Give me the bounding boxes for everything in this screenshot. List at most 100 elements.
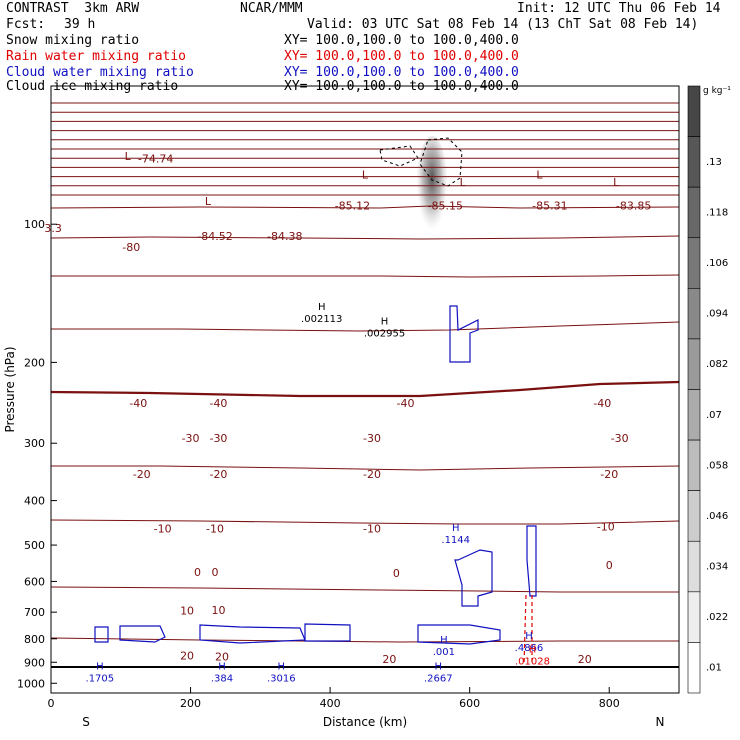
isotherm-label-20: -20 [600, 468, 618, 481]
maximum-value-8: .3016 [267, 674, 296, 685]
colorbar-swatch-9 [687, 540, 701, 593]
cloud-water-contour-1 [454, 549, 493, 607]
colorbar-swatch-3 [687, 237, 701, 289]
x-tick-label-4: 800 [599, 697, 620, 710]
colorbar-swatch-5 [687, 338, 701, 390]
colorbar-label-9: .022 [706, 612, 728, 623]
y-tick-label-4: 500 [24, 539, 45, 552]
isotherm-label-12: -40 [593, 397, 611, 410]
maximum-value-7: .384 [211, 674, 233, 685]
low-marker-5: L [613, 176, 620, 189]
axes: 0 200 400 600 800100200300400500600700800900… [3, 85, 680, 729]
x-tick-label-3: 600 [459, 697, 480, 710]
colorbar-label-6: .058 [706, 460, 728, 471]
isotherm-label-15: -30 [363, 432, 381, 445]
isotherm-label-13: -30 [182, 432, 200, 445]
y-tick-label-0: 100 [24, 218, 45, 231]
maximum-value-2: .1144 [441, 535, 470, 546]
isotherm-line-17 [50, 519, 680, 525]
isotherm-label-16: -30 [611, 432, 629, 445]
init-time: Init: 12 UTC Thu 06 Feb 14 [517, 1, 721, 16]
maximum-marker-1: H [381, 316, 389, 327]
isotherm-label-22: -10 [206, 522, 224, 535]
low-marker-4: L [536, 169, 543, 182]
isotherm-label-19: -20 [363, 468, 381, 481]
isotherm-label-34: 20 [578, 653, 592, 666]
maximum-marker-3: H [440, 635, 448, 646]
field-xy-rain: XY= 100.0,100.0 to 100.0,400.0 [284, 49, 519, 64]
colorbar-swatch-0 [687, 85, 701, 137]
isotherm-label-2: -80 [122, 241, 140, 254]
maximum-value-6: .1705 [86, 674, 115, 685]
isotherm-label-0: -74.74 [138, 153, 173, 166]
field-xy-snow: XY= 100.0,100.0 to 100.0,400.0 [284, 33, 519, 48]
field-xy-cloud-water: XY= 100.0,100.0 to 100.0,400.0 [284, 65, 519, 80]
colorbar: g kg⁻¹ .13 .118 .106 .094 .082 .07 .058 .046 .034… [687, 85, 731, 694]
colorbar-swatch-10 [687, 591, 701, 643]
maximum-value-9: .2667 [424, 674, 453, 685]
maximum-value-4: .4866 [515, 643, 544, 654]
x-tick-label-2: 400 [320, 697, 341, 710]
rain-water-contour [523, 594, 533, 666]
cloud-water-contour-4 [119, 625, 166, 643]
isotherm-label-25: 0 [194, 566, 201, 579]
colorbar-label-1: .118 [706, 207, 728, 218]
isotherm-label-28: 0 [606, 559, 613, 572]
isotherm-label-17: -20 [133, 468, 151, 481]
y-tick-label-1: 200 [24, 356, 45, 369]
south-label: S [82, 715, 90, 729]
y-axis-label: Pressure (hPa) [3, 346, 17, 432]
snow-shading-core [416, 136, 448, 240]
north-label: N [656, 715, 665, 729]
colorbar-label-8: .034 [706, 562, 728, 573]
isotherm-label-27: 0 [393, 567, 400, 580]
isotherm-label-1: 3.3 [44, 222, 62, 235]
isotherm-label-7: -85.31 [532, 199, 567, 212]
isotherm-label-10: -40 [209, 397, 227, 410]
isotherm-label-8: -83.85 [616, 199, 651, 212]
isotherm-label-23: -10 [363, 522, 381, 535]
model-title: CONTRAST 3km ARW [6, 1, 140, 16]
low-marker-0: L [125, 150, 132, 163]
maximum-marker-5: H [529, 645, 537, 656]
x-axis-label: Distance (km) [323, 715, 407, 729]
y-tick-label-3: 400 [24, 495, 45, 508]
maximum-marker-9: H [435, 662, 443, 673]
y-tick-label-6: 700 [24, 606, 45, 619]
isotherm-label-29: 10 [180, 605, 194, 618]
isotherm-line-11 [50, 205, 680, 209]
colorbar-swatch-1 [687, 136, 701, 188]
isotherm-label-3: -84.52 [197, 230, 232, 243]
isotherm-label-31: 20 [180, 650, 194, 663]
colorbar-unit: g kg⁻¹ [703, 86, 731, 96]
isotherm-label-9: -40 [129, 397, 147, 410]
isotherm-label-14: -30 [209, 432, 227, 445]
isotherm-line-14 [51, 321, 680, 332]
colorbar-label-4: .082 [706, 359, 728, 370]
isotherm-label-26: 0 [211, 566, 218, 579]
isotherm-label-18: -20 [209, 468, 227, 481]
y-tick-label-5: 600 [24, 575, 45, 588]
isotherm-label-4: -84.38 [267, 230, 302, 243]
temperature-contours [50, 102, 680, 668]
colorbar-swatch-7 [687, 439, 701, 491]
y-tick-label-9: 1000 [17, 677, 45, 690]
valid-time: Valid: 03 UTC Sat 08 Feb 14 (13 ChT Sat … [307, 17, 699, 32]
y-tick-label-8: 900 [24, 656, 45, 669]
colorbar-swatch-6 [687, 389, 701, 441]
maximum-value-3: .001 [433, 647, 455, 658]
isotherm-label-6: -85.15 [428, 199, 463, 212]
low-marker-1: L [205, 195, 212, 208]
maximum-marker-7: H [218, 662, 226, 673]
cloud-ice-contour [419, 137, 463, 187]
low-marker-2: L [362, 169, 369, 182]
isotherm-line-15 [50, 380, 680, 398]
cloud-water-contour-6 [304, 623, 351, 642]
cloud-water-contour-3 [94, 626, 109, 643]
maximum-marker-0: H [318, 302, 326, 313]
isotherm-label-21: -10 [154, 522, 172, 535]
maximum-value-1: .002955 [364, 328, 405, 339]
forecast-hour: 39 h [64, 17, 96, 32]
cloud-water-contour-2 [526, 525, 537, 597]
